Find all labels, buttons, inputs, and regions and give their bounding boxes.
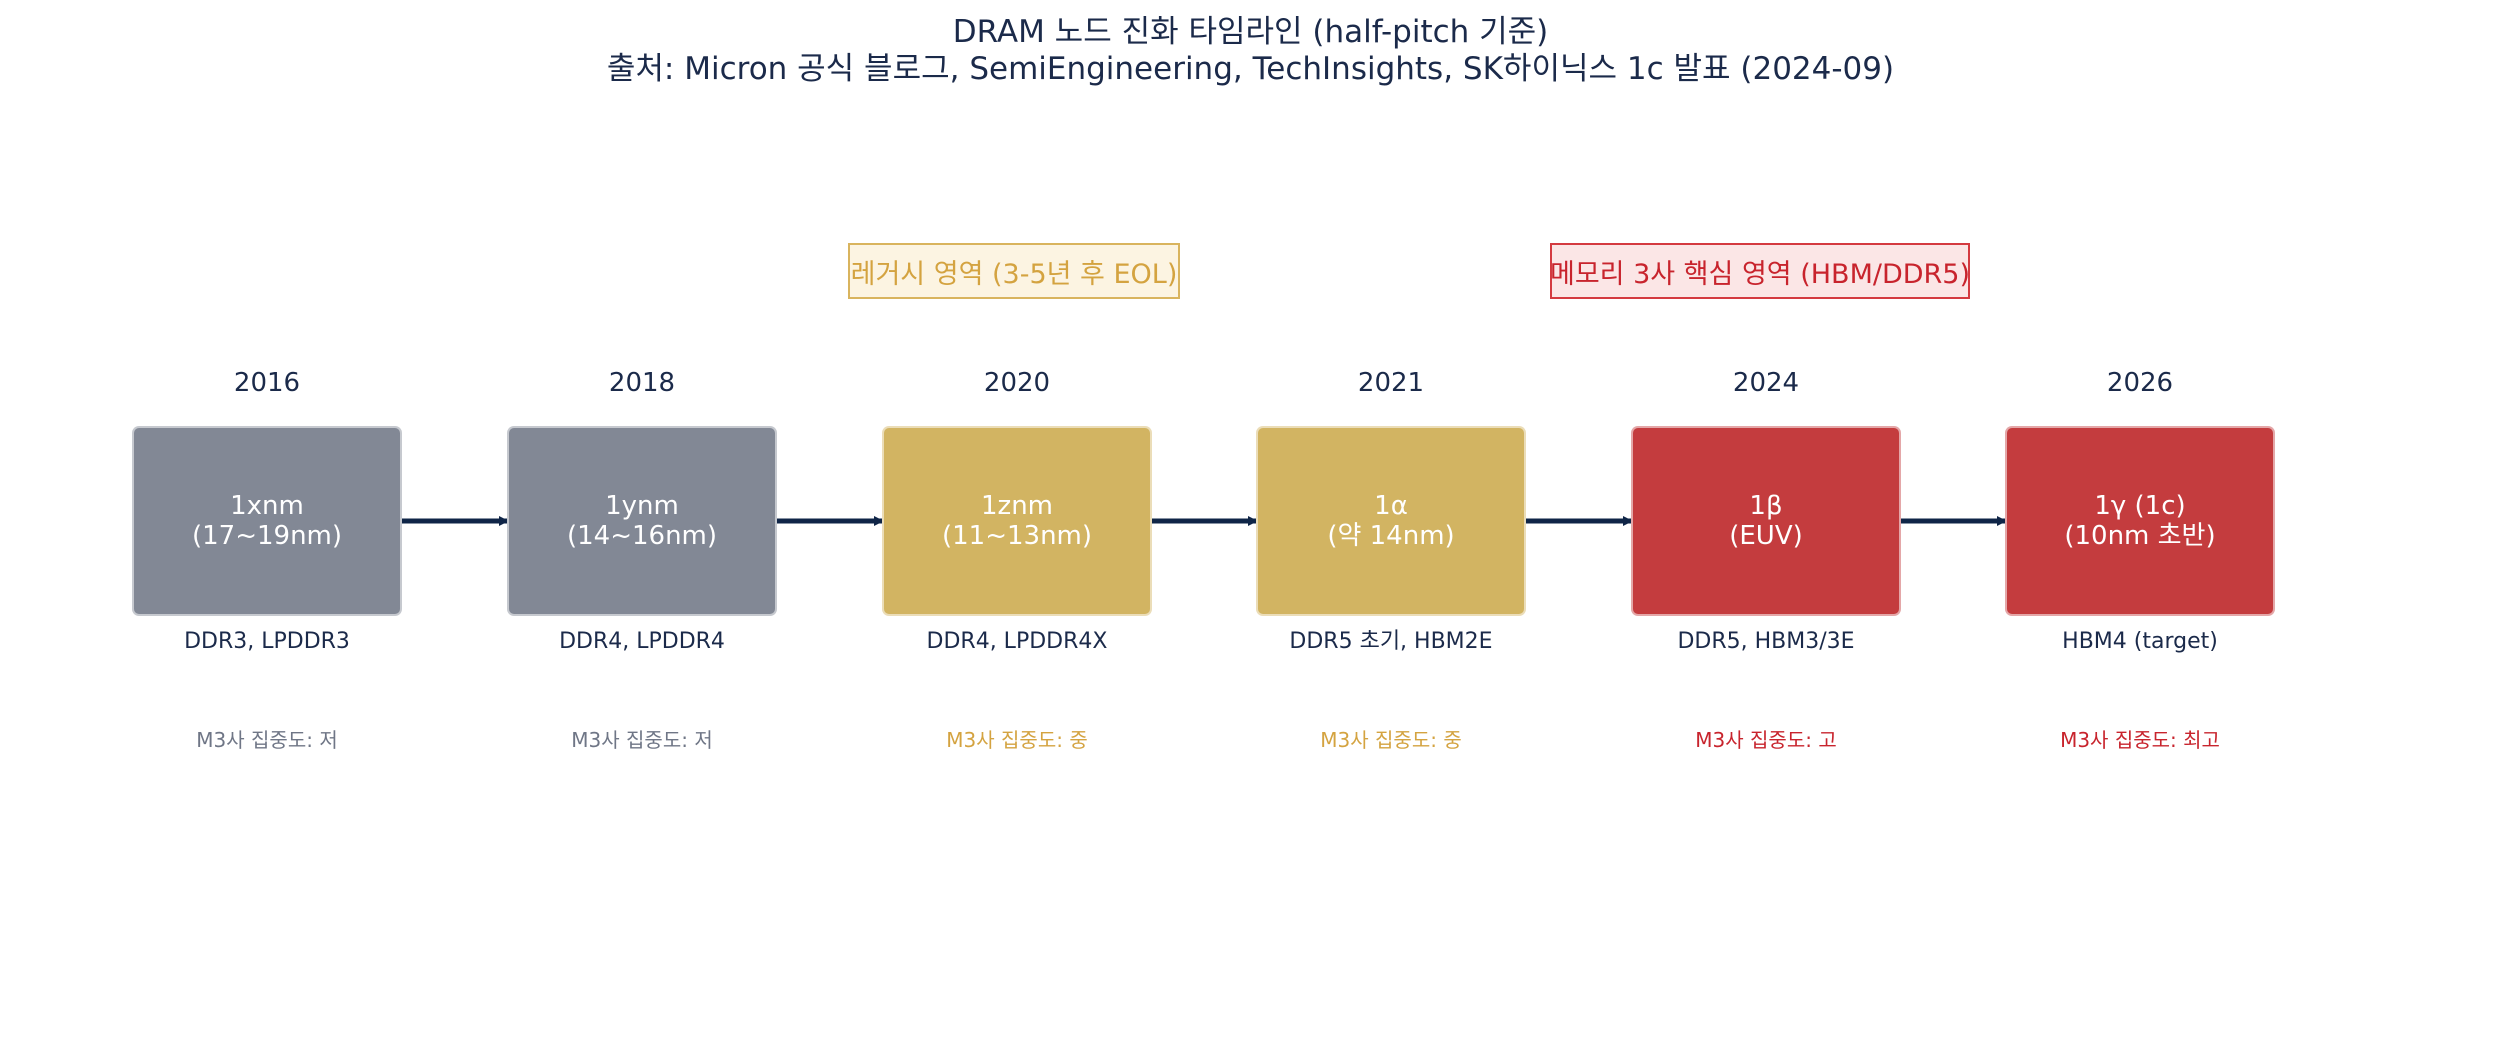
node-products-2018: DDR4, LPDDR4: [559, 629, 725, 654]
node-products-2026: HBM4 (target): [2062, 629, 2218, 654]
node-year-2020: 2020: [983, 368, 1051, 398]
node-products-2016: DDR3, LPDDR3: [184, 629, 350, 654]
node-name: 1β: [1749, 491, 1783, 521]
node-name: 1γ (1c): [2094, 491, 2186, 521]
node-name: 1xnm: [230, 491, 304, 521]
node-year-2018: 2018: [608, 368, 676, 398]
node-name: 1ynm: [605, 491, 679, 521]
node-box-1gamma: 1γ (1c) (10nm 초반): [2005, 426, 2275, 616]
core-region-label: 메모리 3사 핵심 영역 (HBM/DDR5): [1550, 243, 1970, 299]
node-products-2021: DDR5 초기, HBM2E: [1289, 629, 1493, 654]
node-box-1ynm: 1ynm (14~16nm): [507, 426, 777, 616]
diagram-title: DRAM 노드 진화 타임라인 (half-pitch 기준): [952, 14, 1549, 50]
node-box-1beta: 1β (EUV): [1631, 426, 1901, 616]
node-concentration-2026: M3사 집중도: 최고: [2060, 728, 2220, 752]
node-box-1alpha: 1α (약 14nm): [1256, 426, 1526, 616]
node-box-1xnm: 1xnm (17~19nm): [132, 426, 402, 616]
node-name: 1znm: [981, 491, 1053, 521]
node-size: (17~19nm): [191, 521, 343, 551]
node-concentration-2016: M3사 집중도: 저: [196, 728, 338, 752]
node-size: (14~16nm): [566, 521, 718, 551]
node-products-2020: DDR4, LPDDR4X: [926, 629, 1108, 654]
node-box-1znm: 1znm (11~13nm): [882, 426, 1152, 616]
node-concentration-2024: M3사 집중도: 고: [1695, 728, 1837, 752]
node-year-2016: 2016: [233, 368, 301, 398]
node-year-2026: 2026: [2106, 368, 2174, 398]
legacy-region-label: 레거시 영역 (3-5년 후 EOL): [848, 243, 1180, 299]
node-concentration-2020: M3사 집중도: 중: [946, 728, 1088, 752]
node-size: (10nm 초반): [2064, 521, 2216, 551]
node-size: (EUV): [1729, 521, 1803, 551]
node-concentration-2018: M3사 집중도: 저: [571, 728, 713, 752]
diagram-subtitle-source: 출처: Micron 공식 블로그, SemiEngineering, Tech…: [606, 51, 1895, 87]
node-name: 1α: [1374, 491, 1408, 521]
node-year-2024: 2024: [1732, 368, 1800, 398]
node-products-2024: DDR5, HBM3/3E: [1677, 629, 1855, 654]
node-size: (약 14nm): [1327, 521, 1455, 551]
node-year-2021: 2021: [1357, 368, 1425, 398]
node-size: (11~13nm): [941, 521, 1093, 551]
node-concentration-2021: M3사 집중도: 중: [1320, 728, 1462, 752]
